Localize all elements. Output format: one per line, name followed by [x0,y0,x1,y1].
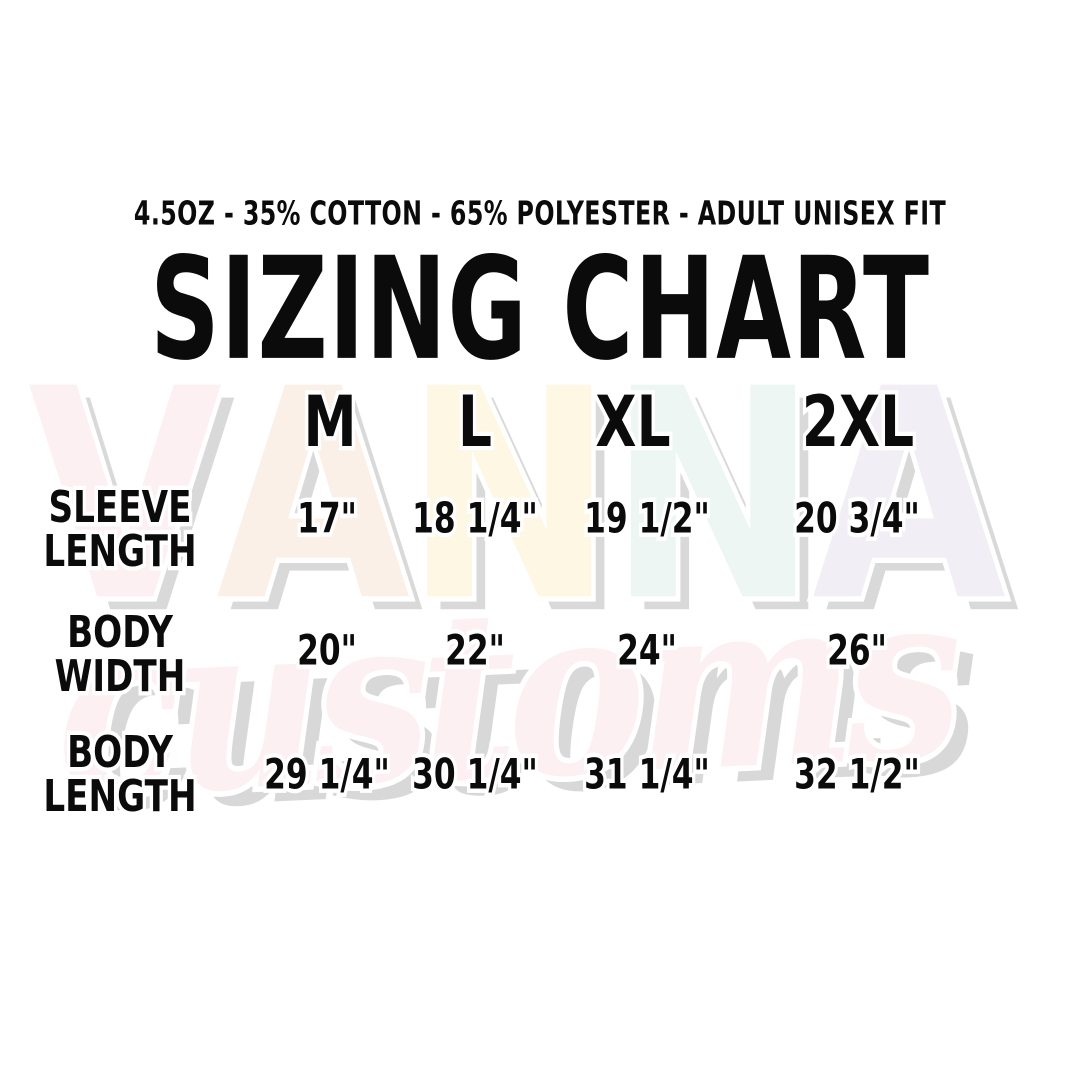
size-header-xl: XL [592,379,674,463]
cell-body-width-2xl: 26" [824,626,890,677]
cell-body-width-xl: 24" [614,626,680,677]
cell-sleeve-length-l: 18 1/4" [409,494,541,545]
row-label-line2: WIDTH [51,651,188,703]
cell-body-length-l: 30 1/4" [409,750,541,801]
cell-sleeve-length-xl: 19 1/2" [581,494,713,545]
page-title: SIZING CHART [150,226,930,392]
row-label-body-length: BODY LENGTH [35,727,206,823]
table-row-body-length: 29 1/4" 30 1/4" 31 1/4" 32 1/2" [212,750,1002,810]
cell-body-length-xl: 31 1/4" [581,750,713,801]
row-label-line2: LENGTH [40,771,200,823]
cell-body-length-2xl: 32 1/2" [791,750,923,801]
table-row-sleeve-length: 17" 18 1/4" 19 1/2" 20 3/4" [212,494,1002,554]
row-label-line2: LENGTH [40,526,200,578]
row-label-line1: BODY [64,727,176,779]
cell-body-width-l: 22" [442,626,508,677]
row-label-line1: SLEEVE [45,482,195,534]
cell-body-length-m: 29 1/4" [261,750,393,801]
cell-sleeve-length-m: 17" [294,494,360,545]
size-header-l: L [455,379,495,463]
size-header-row: M L XL 2XL [212,379,1002,466]
row-label-line1: BODY [64,607,176,659]
fabric-spec-subtitle: 4.5OZ - 35% COTTON - 65% POLYESTER - ADU… [131,189,949,237]
cell-body-width-m: 20" [294,626,360,677]
size-header-2xl: 2XL [799,379,918,463]
row-label-sleeve-length: SLEEVE LENGTH [35,482,206,578]
cell-sleeve-length-2xl: 20 3/4" [791,494,923,545]
row-label-body-width: BODY WIDTH [35,607,206,703]
table-row-body-width: 20" 22" 24" 26" [212,626,1002,686]
size-header-m: M [300,379,360,463]
